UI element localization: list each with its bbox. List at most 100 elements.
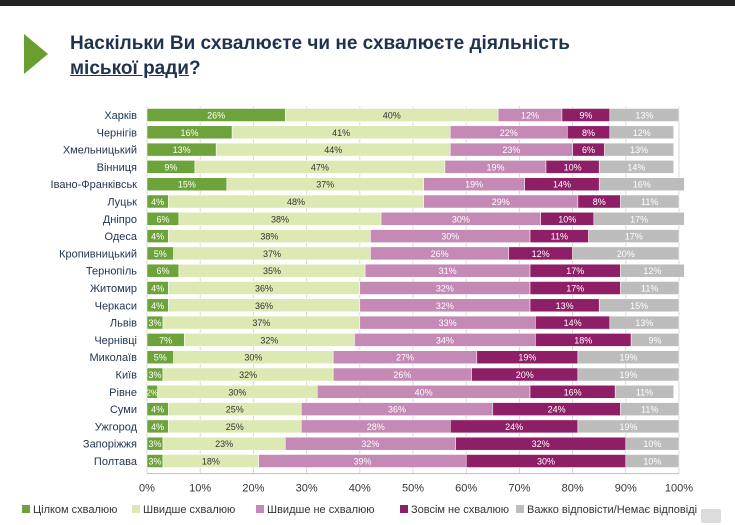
bar-segment <box>620 281 680 295</box>
data-label: 36% <box>255 301 273 311</box>
data-label: 24% <box>505 422 523 432</box>
data-label: 17% <box>625 232 643 242</box>
data-label: 13% <box>635 111 653 121</box>
data-label: 48% <box>287 197 305 207</box>
data-label: 32% <box>361 439 379 449</box>
data-label: 8% <box>582 128 595 138</box>
category-label: Івано-Франківськ <box>51 179 138 191</box>
data-label: 37% <box>252 318 270 328</box>
data-label: 38% <box>271 214 289 224</box>
data-label: 2% <box>147 388 159 397</box>
bar-segment <box>625 454 680 468</box>
data-label: 7% <box>159 335 172 345</box>
data-label: 40% <box>383 111 401 121</box>
data-label: 6% <box>582 145 595 155</box>
data-label: 3% <box>148 318 161 328</box>
data-label: 19% <box>486 162 504 172</box>
data-label: 30% <box>228 387 246 397</box>
data-label: 5% <box>154 353 167 363</box>
data-label: 14% <box>564 318 582 328</box>
data-label: 6% <box>156 266 169 276</box>
bar-segment <box>625 436 680 451</box>
data-label: 23% <box>215 439 233 449</box>
data-label: 26% <box>207 111 225 121</box>
data-label: 14% <box>553 180 571 190</box>
data-label: 9% <box>164 162 177 172</box>
category-label: Одеса <box>105 231 138 243</box>
category-label: Полтава <box>94 456 138 468</box>
category-label: Кропивницький <box>59 248 137 260</box>
data-label: 19% <box>518 353 536 363</box>
bar-segment <box>598 298 680 313</box>
data-label: 41% <box>332 128 350 138</box>
data-label: 18% <box>202 457 220 467</box>
data-label: 4% <box>151 197 164 207</box>
legend-swatch <box>400 505 408 513</box>
data-label: 10% <box>643 439 661 449</box>
data-label: 26% <box>431 249 449 259</box>
data-label: 3% <box>148 457 161 467</box>
category-label: Харків <box>104 110 137 122</box>
data-label: 32% <box>532 439 550 449</box>
data-label: 9% <box>649 335 662 345</box>
data-label: 39% <box>353 457 371 467</box>
x-tick-label: 50% <box>402 483 424 495</box>
category-label: Миколаїв <box>89 352 137 364</box>
data-label: 13% <box>630 145 648 155</box>
data-label: 33% <box>439 318 457 328</box>
legend-label: Важко відповісти/Немає відповіді <box>527 504 697 516</box>
category-label: Запоріжжя <box>83 439 137 451</box>
category-label: Хмельницький <box>63 145 137 157</box>
data-label: 19% <box>619 370 637 380</box>
x-tick-label: 70% <box>508 483 530 495</box>
bar-segment <box>577 367 680 382</box>
data-label: 16% <box>181 128 199 138</box>
data-label: 28% <box>367 422 385 432</box>
data-label: 37% <box>263 249 281 259</box>
data-label: 30% <box>452 214 470 224</box>
x-tick-label: 60% <box>455 483 477 495</box>
x-tick-label: 90% <box>615 483 637 495</box>
bar-segment <box>620 263 685 278</box>
data-label: 11% <box>641 405 658 415</box>
data-label: 18% <box>574 335 592 345</box>
legend-swatch <box>22 505 30 513</box>
category-label: Ужгород <box>95 421 138 433</box>
data-label: 3% <box>148 439 161 449</box>
data-label: 17% <box>630 214 648 224</box>
x-tick-label: 100% <box>665 483 693 495</box>
bar-segment <box>620 194 680 209</box>
data-label: 27% <box>396 353 414 363</box>
bar-segment <box>588 229 680 243</box>
data-label: 9% <box>579 111 592 121</box>
bar-segment <box>609 125 674 140</box>
data-label: 23% <box>502 145 520 155</box>
legend-label: Зовсім не схвалюю <box>411 504 509 516</box>
top-bar <box>0 0 735 6</box>
title-line2-underlined: міської ради <box>70 58 189 79</box>
category-label: Чернівці <box>94 335 137 347</box>
category-label: Рівне <box>109 387 137 399</box>
data-label: 36% <box>255 284 273 294</box>
data-label: 19% <box>619 353 637 363</box>
data-label: 35% <box>263 266 281 276</box>
data-label: 20% <box>516 370 534 380</box>
data-label: 4% <box>151 301 164 311</box>
bar-segment <box>598 177 685 191</box>
data-label: 44% <box>324 145 342 155</box>
data-label: 10% <box>558 214 576 224</box>
data-label: 29% <box>492 197 510 207</box>
data-label: 34% <box>436 335 454 345</box>
category-label: Дніпро <box>103 214 137 226</box>
data-label: 4% <box>151 284 164 294</box>
data-label: 11% <box>551 232 568 242</box>
data-label: 10% <box>564 162 582 172</box>
data-label: 19% <box>619 422 637 432</box>
bar-segment <box>604 142 674 157</box>
bar-segment <box>614 385 674 399</box>
data-label: 16% <box>564 387 582 397</box>
chart-title: Наскільки Ви схвалюєте чи не схвалюєте д… <box>70 31 690 81</box>
x-tick-label: 20% <box>242 483 264 495</box>
data-label: 32% <box>436 284 454 294</box>
data-label: 30% <box>537 457 555 467</box>
